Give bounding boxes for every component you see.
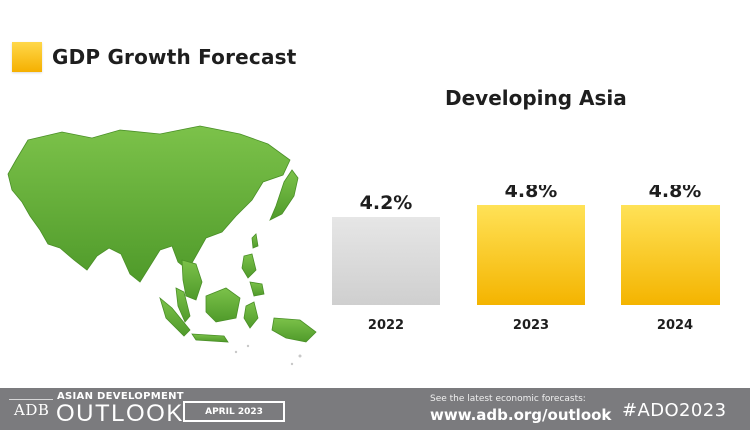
- sumatra-shape: [159, 296, 191, 337]
- bar-2023: [477, 205, 585, 305]
- edition-badge: APRIL 2023: [183, 401, 285, 422]
- japan-shape: [269, 169, 299, 221]
- x-tick-2022: 2022: [368, 318, 404, 333]
- bar-2024: [621, 205, 720, 305]
- chart-title: Developing Asia: [445, 86, 627, 110]
- data-label-2024: 4.8%: [649, 185, 702, 202]
- philippines-shape: [241, 253, 257, 279]
- outlook-link[interactable]: www.adb.org/outlook: [430, 406, 612, 424]
- cta-text: See the latest economic forecasts:: [430, 394, 586, 404]
- data-label-2023: 4.8%: [505, 185, 558, 202]
- page-title: GDP Growth Forecast: [52, 45, 297, 69]
- publication-title: OUTLOOK: [56, 400, 184, 427]
- new-guinea-shape: [271, 317, 317, 343]
- footer-banner: ADB ASIAN DEVELOPMENT OUTLOOK APRIL 2023…: [0, 388, 750, 430]
- publication-subtitle: ASIAN DEVELOPMENT: [57, 391, 184, 402]
- x-tick-2023: 2023: [513, 318, 549, 333]
- adb-logo: ADB: [8, 399, 54, 419]
- gdp-bar-chart: 4.2% 2022 4.8% 2023 4.8% 2024: [332, 185, 720, 333]
- malay-peninsula-shape: [175, 287, 191, 323]
- mainland-shape: [7, 125, 291, 283]
- indochina-shape: [181, 259, 203, 301]
- borneo-shape: [205, 287, 241, 323]
- bar-2022: [332, 217, 440, 305]
- taiwan-shape: [251, 233, 259, 249]
- java-shape: [191, 333, 229, 343]
- sulawesi-shape: [243, 301, 259, 329]
- x-tick-2024: 2024: [657, 318, 693, 333]
- hashtag: #ADO2023: [622, 400, 727, 421]
- edition-label: APRIL 2023: [205, 406, 263, 417]
- page-heading: GDP Growth Forecast: [12, 42, 297, 72]
- mindanao-shape: [249, 281, 265, 297]
- data-label-2022: 4.2%: [360, 192, 413, 214]
- asia-map-illustration: [7, 125, 317, 366]
- heading-color-swatch: [12, 42, 42, 72]
